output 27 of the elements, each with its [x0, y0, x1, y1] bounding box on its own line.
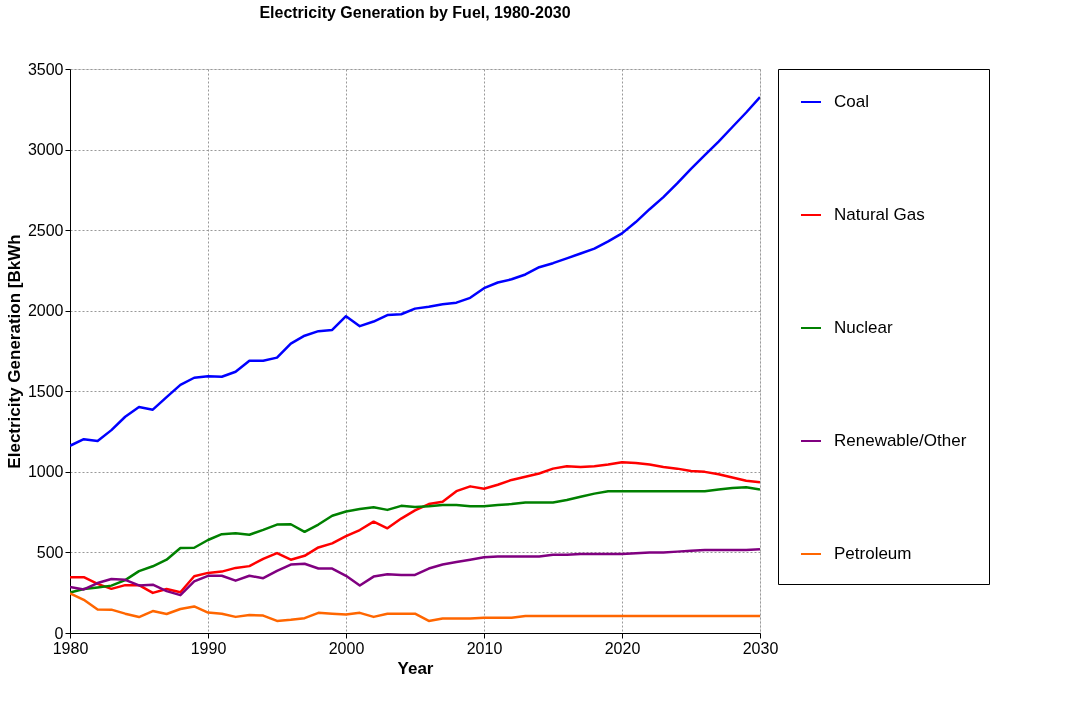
y-tick-label: 3500 — [27, 60, 64, 78]
line-series — [70, 95, 760, 447]
y-tick-label: 500 — [36, 543, 64, 561]
x-tick-label: 2010 — [466, 639, 503, 657]
x-tick-label: 1980 — [52, 639, 89, 657]
legend-label: Natural Gas — [834, 205, 925, 224]
legend-label: Petroleum — [834, 544, 912, 563]
y-tick-label: 2500 — [27, 221, 64, 239]
y-axis-title: Electricity Generation [BkWh — [4, 234, 24, 469]
line-series — [70, 547, 760, 597]
legend-label: Coal — [834, 92, 869, 111]
y-tick-label: 1000 — [27, 463, 64, 481]
x-tick-label: 2020 — [604, 639, 641, 657]
chart-title: Electricity Generation by Fuel, 1980-2030 — [259, 4, 571, 21]
legend-label: Renewable/Other — [834, 431, 967, 450]
y-tick-label: 3000 — [27, 141, 64, 159]
x-tick-label: 2000 — [328, 639, 365, 657]
x-tick-label: 2030 — [742, 639, 779, 657]
y-tick-label: 2000 — [27, 302, 64, 320]
y-tick-label: 0 — [54, 624, 64, 642]
y-tick-label: 1500 — [27, 382, 64, 400]
line-series — [70, 485, 760, 594]
legend-label: Nuclear — [834, 318, 893, 337]
line-series — [70, 460, 760, 595]
x-axis-title: Year — [397, 658, 434, 678]
x-tick-label: 1990 — [190, 639, 227, 657]
line-series — [70, 592, 760, 623]
